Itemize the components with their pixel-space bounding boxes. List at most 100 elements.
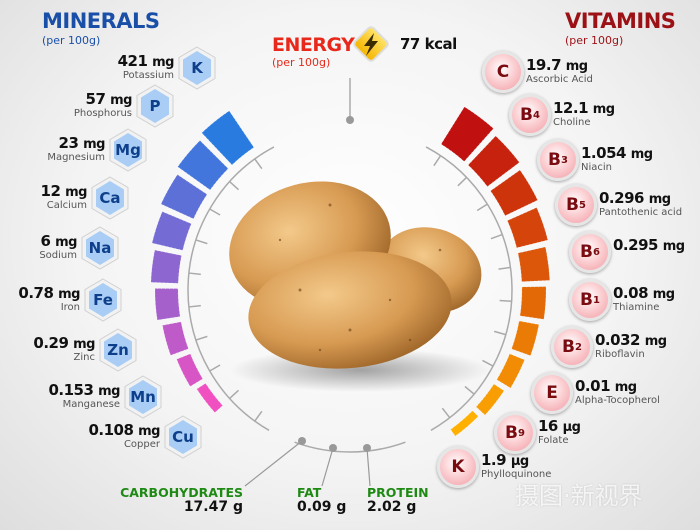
vitamin-unit: mg <box>592 102 615 117</box>
vitamins-subtitle: (per 100g) <box>565 34 624 47</box>
vitamin-symbol: B <box>520 105 533 125</box>
vitamin-unit: mg <box>652 287 675 302</box>
mineral-name: Phosphorus <box>73 108 132 119</box>
minerals-title: MINERALS <box>42 9 160 33</box>
gauge-tick <box>490 233 503 240</box>
vitamin-unit: mg <box>614 380 637 395</box>
mineral-value: 57 <box>85 90 106 108</box>
macro-fat: FAT 0.09 g <box>297 486 346 515</box>
vitamin-badge: K <box>437 446 479 488</box>
vitamin-name: Phylloquinone <box>481 469 552 480</box>
vitamin-name: Folate <box>538 435 569 446</box>
vitamin-name: Pantothenic acid <box>599 207 683 218</box>
vitamin-label: 19.7 mg Ascorbic Acid <box>526 58 593 85</box>
mineral-name: Zinc <box>73 352 95 363</box>
vitamin-label: 1.9 µg Phylloquinone <box>481 453 551 480</box>
energy-value: 77 kcal <box>400 35 457 53</box>
macro-value: 17.47 g <box>183 498 243 515</box>
macro-name: CARBOHYDRATES <box>120 485 243 500</box>
gauge-tick <box>254 410 263 422</box>
vitamin-value: 1.054 <box>581 144 626 162</box>
vitamin-name: Alpha-Tocopherol <box>575 395 660 406</box>
mineral-value: 6 <box>40 232 51 250</box>
vitamin-index: 2 <box>575 341 582 353</box>
vitamin-symbol: B <box>548 150 561 170</box>
mineral-value: 0.29 <box>33 334 69 352</box>
mineral-name: Calcium <box>46 200 87 211</box>
mineral-badge: Zn <box>98 328 138 372</box>
vitamin-bar <box>506 207 549 249</box>
vitamin-value: 16 <box>538 417 558 435</box>
vitamin-symbol: E <box>546 383 558 403</box>
mineral-label: 0.29 mg Zinc <box>33 336 95 363</box>
vitamin-symbol: B <box>562 337 575 357</box>
mineral-label: 23 mg Magnesium <box>47 136 105 163</box>
mineral-badge: Mg <box>108 128 148 172</box>
mineral-symbol: Mn <box>130 388 156 406</box>
vitamin-unit: mg <box>648 192 671 207</box>
vitamin-value: 0.032 <box>595 331 640 349</box>
mineral-badge: Mn <box>123 375 163 419</box>
mineral-symbol: Ca <box>99 189 121 207</box>
mineral-bar <box>161 321 189 356</box>
vitamin-symbol: C <box>496 62 510 82</box>
vitamin-label: 0.01 mg Alpha-Tocopherol <box>575 379 660 406</box>
gauge-tick <box>464 385 475 395</box>
vitamin-index: 9 <box>518 427 525 439</box>
gauge-tick <box>209 364 221 372</box>
mineral-unit: mg <box>138 424 160 439</box>
vitamin-name: Ascorbic Acid <box>526 74 593 85</box>
gauge-tick <box>254 158 263 170</box>
vitamin-name: Choline <box>553 117 591 128</box>
vitamin-index: 1 <box>593 294 600 306</box>
vitamin-index: 6 <box>593 246 600 258</box>
mineral-unit: mg <box>65 185 87 200</box>
mineral-bar <box>201 110 255 166</box>
macro-name: PROTEIN <box>367 485 429 500</box>
mineral-name: Copper <box>123 439 160 450</box>
gauge-arc <box>187 146 513 453</box>
mineral-label: 57 mg Phosphorus <box>73 90 133 119</box>
mineral-bar <box>154 287 181 321</box>
macro-value: 2.02 g <box>367 498 417 515</box>
mineral-value: 23 <box>58 134 79 152</box>
vitamin-bar <box>475 383 505 416</box>
gauge-tick <box>493 330 506 336</box>
mineral-symbol: Na <box>88 239 112 257</box>
mineral-symbol: Zn <box>107 341 129 359</box>
gauge-tick <box>457 176 468 187</box>
vitamin-value: 1.9 <box>481 451 507 469</box>
vitamin-bar <box>496 353 526 389</box>
vitamin-label: 0.032 mg Riboflavin <box>595 333 667 360</box>
macro-value: 0.09 g <box>297 498 347 515</box>
vitamin-label: 0.295 mg <box>613 238 685 255</box>
gauge-tick <box>498 266 511 270</box>
watermark: 摄图·新视界 <box>515 482 643 510</box>
mineral-value: 421 <box>117 52 148 70</box>
mineral-label: 421 mg Potassium <box>117 52 175 81</box>
mineral-value: 0.153 <box>48 381 94 399</box>
gauge-tick <box>229 389 240 399</box>
mineral-name: Iron <box>60 302 80 313</box>
mineral-label: 0.153 mg Manganese <box>48 383 120 410</box>
energy-icon-group <box>346 26 389 124</box>
mineral-badge: K <box>177 46 217 90</box>
vitamin-unit: mg <box>662 239 685 254</box>
vitamins-title: VITAMINS <box>565 9 676 33</box>
macro-name: FAT <box>297 485 322 500</box>
mineral-label: 12 mg Calcium <box>41 184 88 211</box>
mineral-bar <box>150 249 183 284</box>
vitamin-value: 19.7 <box>526 56 562 74</box>
gauge-tick <box>195 335 208 341</box>
mineral-bar <box>196 382 224 414</box>
mineral-badge: Cu <box>163 415 203 459</box>
potato-image <box>229 181 490 392</box>
mineral-unit: mg <box>152 55 174 70</box>
gauge-tick <box>476 203 488 212</box>
vitamin-bar <box>440 106 495 163</box>
vitamin-symbol: B <box>580 242 593 262</box>
